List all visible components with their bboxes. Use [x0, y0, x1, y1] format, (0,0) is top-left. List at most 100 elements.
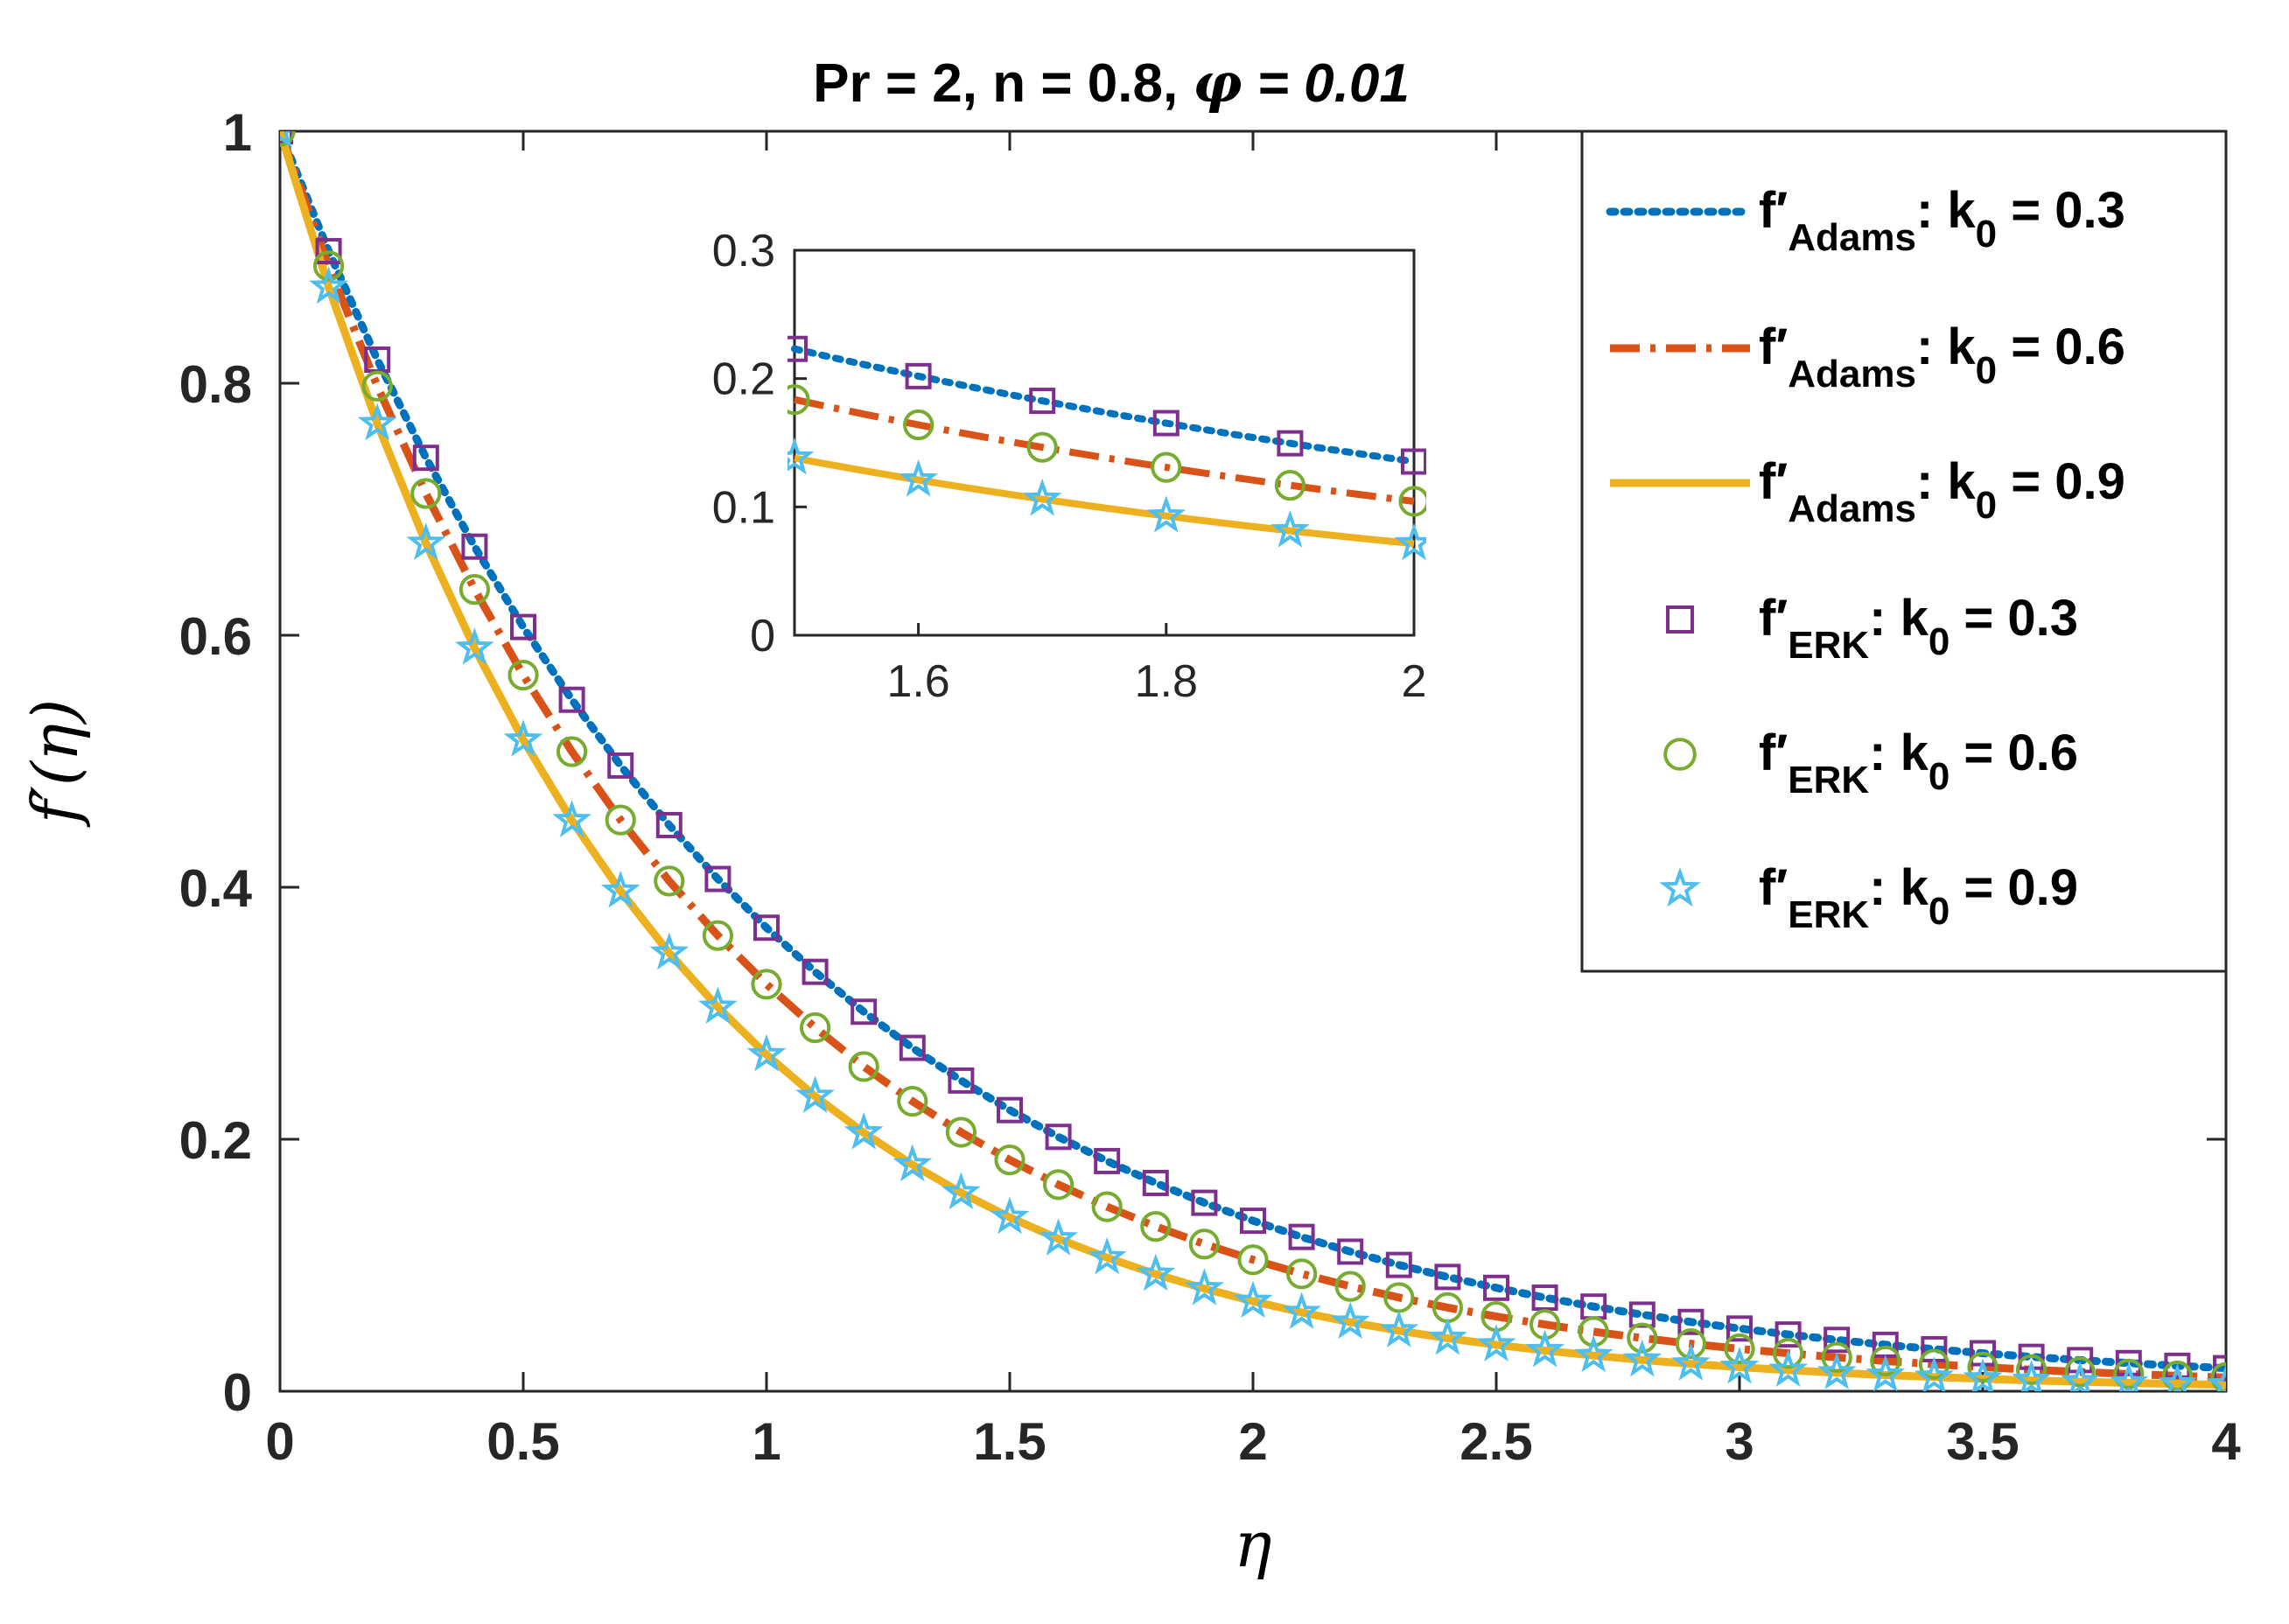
data-point-erk-k0.3	[704, 865, 732, 892]
inset-point-erk-k0.9	[1394, 522, 1426, 561]
data-point-erk-k0.3	[1288, 1223, 1315, 1250]
data-point-erk-k0.6	[1091, 1191, 1123, 1222]
data-point-erk-k0.9	[844, 1112, 884, 1150]
y-axis-label: f′(η)	[18, 699, 92, 828]
data-point-erk-k0.3	[607, 752, 634, 779]
legend-marker-sample	[1659, 867, 1701, 907]
inset-point-erk-k0.9	[788, 437, 815, 475]
data-point-erk-k0.3	[1337, 1238, 1364, 1265]
inset-plot-area	[793, 248, 1416, 637]
data-point-erk-k0.9	[892, 1144, 933, 1182]
inset-y-tick-label: 0.2	[712, 354, 775, 405]
x-tick-label: 3	[1725, 1412, 1754, 1471]
data-point-erk-k0.9	[552, 800, 592, 837]
data-point-erk-k0.9	[1330, 1301, 1370, 1340]
data-point-erk-k0.3	[412, 444, 439, 472]
data-point-erk-k0.9	[503, 719, 543, 757]
legend-label: f′Adams: k0 = 0.6	[1759, 318, 2125, 396]
data-point-erk-k0.9	[406, 522, 446, 560]
legend-marker-sample	[1666, 606, 1694, 634]
legend-entry-4: f′ERK: k0 = 0.3	[1666, 590, 2078, 667]
inset-x-tick-label: 2	[1402, 656, 1427, 707]
data-point-erk-k0.6	[1188, 1228, 1221, 1260]
legend-entry-5: f′ERK: k0 = 0.6	[1663, 724, 2078, 802]
legend-entry-1: f′Adams: k0 = 0.3	[1606, 182, 2125, 259]
data-point-erk-k0.6	[508, 659, 539, 691]
data-point-erk-k0.6	[1627, 1322, 1658, 1354]
inset-point-erk-k0.6	[1026, 431, 1058, 463]
legend-entry-2: f′Adams: k0 = 0.6	[1610, 318, 2125, 396]
inset-point-erk-k0.6	[1151, 452, 1182, 483]
series-line-adams-k0.6	[280, 131, 2226, 1382]
data-point-erk-k0.6	[1870, 1345, 1901, 1377]
data-point-erk-k0.6	[897, 1085, 928, 1117]
inset-point-erk-k0.9	[1022, 478, 1062, 516]
x-tick-label: 4	[2211, 1412, 2241, 1471]
inset-point-erk-k0.3	[1152, 410, 1180, 437]
data-point-erk-k0.3	[1385, 1251, 1412, 1278]
inset-line-adams-k0.6	[794, 396, 1415, 505]
data-point-erk-k0.9	[357, 402, 397, 441]
data-point-erk-k0.6	[605, 804, 636, 836]
inset-point-erk-k0.6	[1274, 470, 1306, 501]
data-point-erk-k0.6	[410, 478, 442, 509]
data-point-erk-k0.6	[313, 250, 345, 282]
inset-x-tick-label: 1.8	[1135, 656, 1198, 707]
data-point-erk-k0.3	[315, 238, 342, 265]
data-point-erk-k0.6	[702, 920, 734, 951]
data-point-erk-k0.3	[1240, 1208, 1266, 1235]
data-point-erk-k0.9	[2012, 1360, 2051, 1391]
data-point-erk-k0.3	[558, 686, 585, 713]
inset-point-erk-k0.3	[1277, 430, 1304, 457]
data-point-erk-k0.6	[1675, 1328, 1707, 1360]
inset-point-erk-k0.3	[905, 362, 932, 389]
inset-markers-erk-k0.6	[788, 384, 1426, 517]
y-tick-label: 0.6	[179, 607, 252, 666]
data-point-erk-k0.6	[361, 370, 393, 402]
legend: f′Adams: k0 = 0.3 f′Adams: k0 = 0.6 f′Adam…	[1606, 182, 2125, 936]
data-point-erk-k0.6	[751, 969, 782, 1000]
inset-point-erk-k0.3	[1029, 388, 1056, 415]
data-point-erk-k0.3	[1045, 1124, 1072, 1151]
inset-point-erk-k0.9	[899, 459, 939, 497]
data-point-erk-k0.9	[1768, 1349, 1808, 1387]
data-point-erk-k0.9	[2109, 1362, 2149, 1391]
data-point-erk-k0.9	[1379, 1310, 1419, 1348]
y-tick-label: 0	[223, 1363, 252, 1422]
inset-point-erk-k0.6	[903, 409, 934, 441]
data-point-erk-k0.3	[2115, 1349, 2142, 1376]
data-point-erk-k0.6	[2064, 1356, 2096, 1388]
data-point-erk-k0.3	[655, 811, 682, 838]
x-tick-label: 0.5	[486, 1412, 559, 1471]
y-tick-label: 0.4	[179, 859, 253, 918]
data-point-erk-k0.9	[1136, 1253, 1176, 1292]
data-point-erk-k0.9	[1282, 1292, 1321, 1329]
data-point-erk-k0.6	[1918, 1348, 1950, 1380]
data-point-erk-k0.3	[1191, 1189, 1218, 1216]
legend-label: f′Adams: k0 = 0.9	[1759, 453, 2125, 530]
inset-point-erk-k0.6	[788, 384, 810, 416]
inset-x-tick-label: 1.6	[886, 656, 949, 707]
data-point-erk-k0.9	[2206, 1364, 2226, 1391]
data-point-erk-k0.9	[1573, 1334, 1614, 1373]
data-point-erk-k0.3	[948, 1067, 975, 1094]
y-tick-label: 0.2	[179, 1111, 252, 1170]
data-point-erk-k0.9	[1963, 1358, 2003, 1391]
data-point-erk-k0.6	[1140, 1211, 1172, 1242]
legend-box	[1580, 130, 2228, 973]
data-point-erk-k0.9	[942, 1172, 981, 1210]
data-point-erk-k0.6	[458, 574, 491, 606]
data-point-erk-k0.9	[1087, 1236, 1127, 1275]
inset-markers-erk-k0.3	[788, 335, 1426, 475]
data-point-erk-k0.9	[1525, 1329, 1564, 1368]
inset-point-erk-k0.9	[1146, 495, 1186, 533]
data-point-erk-k0.6	[945, 1116, 977, 1148]
x-tick-label: 2	[1238, 1412, 1267, 1471]
inset-series-group	[788, 335, 1426, 561]
data-point-erk-k0.6	[1237, 1244, 1269, 1276]
data-point-erk-k0.9	[698, 986, 738, 1024]
data-point-erk-k0.9	[649, 932, 690, 970]
data-point-erk-k0.3	[802, 958, 829, 985]
y-tick-label: 0.8	[179, 355, 252, 414]
